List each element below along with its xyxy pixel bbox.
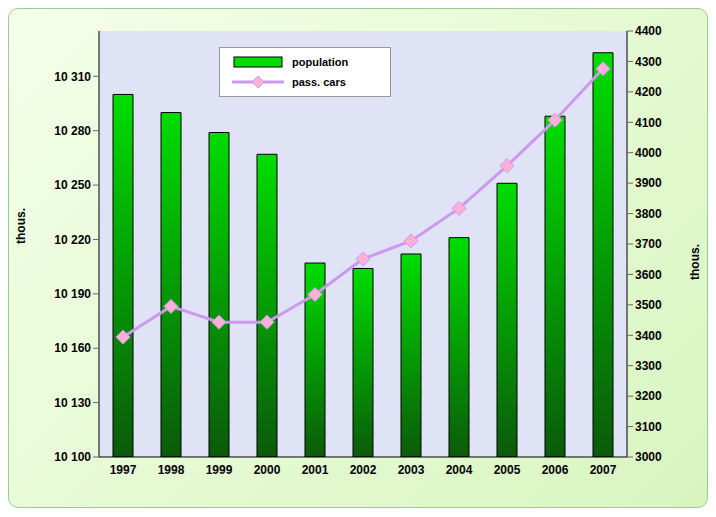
- svg-text:10 280: 10 280: [54, 124, 91, 138]
- svg-text:10 100: 10 100: [54, 450, 91, 464]
- svg-text:4200: 4200: [635, 85, 662, 99]
- svg-text:10 310: 10 310: [54, 70, 91, 84]
- svg-text:3900: 3900: [635, 176, 662, 190]
- svg-text:10 250: 10 250: [54, 178, 91, 192]
- svg-text:10 130: 10 130: [54, 396, 91, 410]
- svg-text:3800: 3800: [635, 207, 662, 221]
- svg-text:3700: 3700: [635, 237, 662, 251]
- svg-text:1999: 1999: [206, 463, 233, 477]
- svg-text:4100: 4100: [635, 116, 662, 130]
- svg-text:2004: 2004: [446, 463, 473, 477]
- svg-text:10 220: 10 220: [54, 233, 91, 247]
- svg-text:3400: 3400: [635, 329, 662, 343]
- svg-text:3500: 3500: [635, 298, 662, 312]
- svg-text:thous.: thous.: [688, 244, 702, 280]
- svg-text:3600: 3600: [635, 268, 662, 282]
- svg-text:4400: 4400: [635, 24, 662, 38]
- svg-text:2007: 2007: [590, 463, 617, 477]
- svg-text:2006: 2006: [542, 463, 569, 477]
- html-text:population: population: [292, 56, 349, 68]
- svg-text:2000: 2000: [254, 463, 281, 477]
- svg-text:4300: 4300: [635, 55, 662, 69]
- svg-text:2005: 2005: [494, 463, 521, 477]
- svg-text:10 190: 10 190: [54, 287, 91, 301]
- svg-text:3300: 3300: [635, 359, 662, 373]
- html-text:pass. cars: pass. cars: [292, 76, 346, 88]
- svg-text:thous.: thous.: [14, 208, 28, 244]
- svg-text:3000: 3000: [635, 450, 662, 464]
- svg-text:3100: 3100: [635, 420, 662, 434]
- svg-text:1997: 1997: [110, 463, 137, 477]
- svg-text:3200: 3200: [635, 389, 662, 403]
- svg-text:1998: 1998: [158, 463, 185, 477]
- svg-text:2003: 2003: [398, 463, 425, 477]
- svg-text:10 160: 10 160: [54, 341, 91, 355]
- svg-text:2002: 2002: [350, 463, 377, 477]
- svg-text:4000: 4000: [635, 146, 662, 160]
- svg-text:2001: 2001: [302, 463, 329, 477]
